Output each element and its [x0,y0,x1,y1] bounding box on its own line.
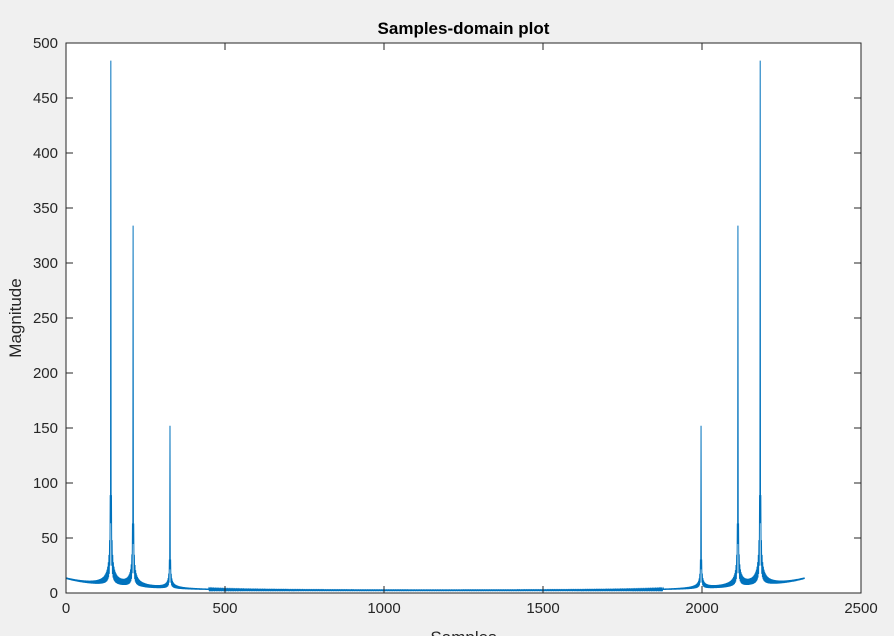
x-tick-label: 2000 [685,600,718,617]
x-tick-label: 0 [62,600,70,617]
y-tick-label: 350 [33,200,58,217]
y-tick-label: 50 [41,530,58,547]
chart-title: Samples-domain plot [378,19,550,38]
y-tick-label: 0 [50,585,58,602]
y-tick-label: 100 [33,475,58,492]
y-axis-label: Magnitude [6,278,25,357]
y-tick-label: 200 [33,365,58,382]
x-tick-label: 2500 [844,600,877,617]
y-tick-label: 400 [33,145,58,162]
y-tick-label: 450 [33,90,58,107]
x-tick-label: 500 [212,600,237,617]
y-tick-label: 150 [33,420,58,437]
y-tick-label: 500 [33,35,58,52]
magnitude-series-line [65,60,805,592]
y-tick-label: 250 [33,310,58,327]
axis-ticks: 0 500 1000 1500 2000 2500 0 50 100 150 200 250 300 35… [33,35,878,617]
axes-background [66,43,861,593]
x-tick-label: 1000 [367,600,400,617]
y-tick-label: 300 [33,255,58,272]
plot-area [65,60,805,592]
x-tick-label: 1500 [526,600,559,617]
x-axis-label: Samples [430,628,496,636]
